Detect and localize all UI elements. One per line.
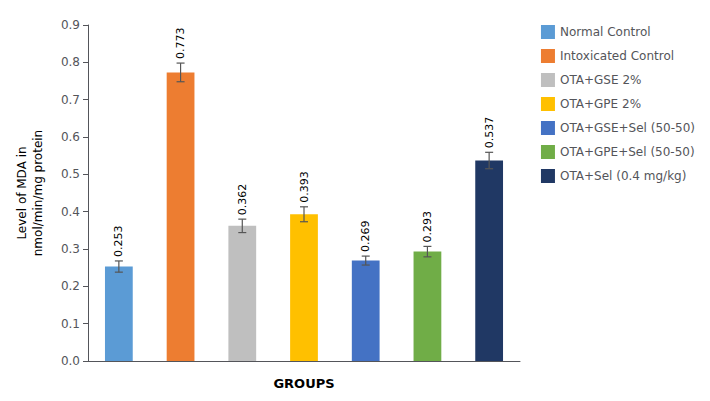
- svg-text:OTA+Sel (0.4 mg/kg): OTA+Sel (0.4 mg/kg): [560, 169, 686, 183]
- svg-text:Level of MDA in: Level of MDA in: [15, 146, 29, 239]
- svg-text:0.8: 0.8: [61, 55, 80, 69]
- svg-text:0.393: 0.393: [298, 171, 311, 203]
- svg-text:OTA+GSE 2%: OTA+GSE 2%: [560, 73, 641, 87]
- svg-text:OTA+GPE+Sel (50-50): OTA+GPE+Sel (50-50): [560, 145, 695, 159]
- svg-text:0.7: 0.7: [61, 93, 80, 107]
- svg-text:0.253: 0.253: [112, 225, 125, 257]
- svg-text:GROUPS: GROUPS: [273, 376, 334, 391]
- svg-text:0.4: 0.4: [61, 205, 80, 219]
- svg-text:0.269: 0.269: [359, 221, 372, 253]
- svg-text:OTA+GSE+Sel (50-50): OTA+GSE+Sel (50-50): [560, 121, 695, 135]
- svg-text:0.5: 0.5: [61, 167, 80, 181]
- svg-text:0.1: 0.1: [61, 317, 80, 331]
- svg-text:OTA+GPE 2%: OTA+GPE 2%: [560, 97, 641, 111]
- svg-text:0.2: 0.2: [61, 279, 80, 293]
- svg-text:0.362: 0.362: [236, 184, 249, 216]
- svg-text:0.293: 0.293: [421, 211, 434, 243]
- svg-text:0.9: 0.9: [61, 18, 80, 32]
- svg-text:0.537: 0.537: [483, 117, 496, 149]
- svg-text:nmol/min/mg protein: nmol/min/mg protein: [31, 130, 45, 256]
- svg-text:0.773: 0.773: [174, 28, 187, 60]
- svg-text:Normal Control: Normal Control: [560, 25, 651, 39]
- svg-text:0.0: 0.0: [61, 354, 80, 368]
- svg-text:0.3: 0.3: [61, 242, 80, 256]
- svg-text:0.6: 0.6: [61, 130, 80, 144]
- svg-text:Intoxicated Control: Intoxicated Control: [560, 49, 674, 63]
